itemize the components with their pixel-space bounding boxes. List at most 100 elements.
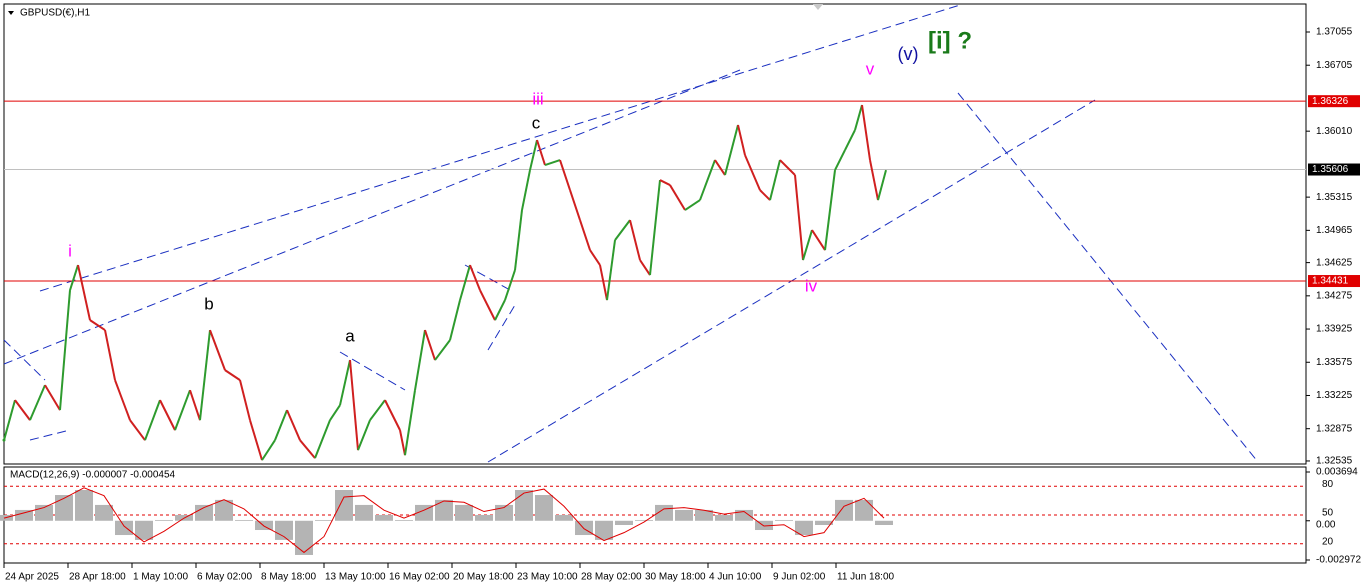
signal-line: [3, 487, 885, 554]
macd-bar: [875, 520, 893, 525]
trend-line: [39, 4, 961, 292]
price-segment: [614, 219, 631, 241]
price-segment: [199, 329, 211, 421]
macd-bar: [815, 520, 833, 525]
x-tick-label: 28 May 02:00: [581, 572, 642, 583]
price-segment: [684, 199, 701, 211]
price-segment: [536, 139, 546, 166]
macd-bar: [835, 499, 853, 521]
wave-label: (v): [898, 44, 919, 64]
price-segment: [529, 139, 538, 171]
price-segment: [174, 389, 191, 431]
price-segment: [854, 104, 863, 131]
price-segment: [129, 419, 146, 441]
x-tick-label: 16 May 02:00: [389, 572, 450, 583]
price-segment: [299, 439, 316, 459]
price-segment: [724, 124, 739, 176]
price-segment: [514, 209, 523, 271]
price-segment: [239, 379, 251, 421]
price-segment: [629, 219, 641, 261]
price-segment: [794, 174, 804, 261]
price-panel: [3, 3, 1307, 465]
price-segment: [639, 259, 651, 276]
price-segment: [521, 169, 531, 211]
y-tick-label: 1.37055: [1316, 27, 1353, 38]
y-tick-label: 1.32875: [1316, 423, 1353, 434]
price-segment: [737, 124, 746, 156]
macd-bar: [235, 519, 253, 521]
x-tick-label: 28 Apr 18:00: [69, 572, 126, 583]
x-tick-label: 4 Jun 10:00: [709, 572, 762, 583]
wave-label: a: [345, 326, 355, 345]
price-level-label: 1.34431: [1312, 276, 1349, 287]
y-tick-label: 0.00: [1316, 519, 1336, 530]
price-segment: [744, 154, 761, 191]
price-segment: [669, 184, 686, 211]
price-segment: [579, 219, 591, 251]
x-tick-label: 11 Jun 18:00: [837, 572, 895, 583]
price-segment: [261, 439, 276, 461]
price-segment: [459, 264, 471, 301]
price-segment: [434, 339, 451, 361]
macd-bar: [315, 519, 333, 521]
price-segment: [824, 169, 836, 251]
price-segment: [861, 104, 871, 161]
y-tick-label: 1.33225: [1316, 390, 1353, 401]
x-tick-label: 8 May 18:00: [261, 572, 316, 583]
macd-bar: [755, 520, 773, 531]
price-segment: [144, 399, 161, 441]
macd-bar: [715, 514, 733, 521]
macd-bar: [375, 514, 393, 521]
wave-label: v: [866, 59, 875, 78]
y-tick-label: 1.35315: [1316, 192, 1353, 203]
macd-bar: [15, 509, 33, 521]
price-segment: [349, 359, 359, 451]
x-tick-label: 1 May 10:00: [133, 572, 188, 583]
trend-line: [339, 351, 406, 391]
macd-bar: [615, 520, 633, 525]
x-tick-label: 9 Jun 02:00: [773, 572, 826, 583]
wave-label: b: [204, 294, 213, 313]
price-segment: [569, 189, 581, 221]
macd-bar: [435, 499, 453, 521]
price-segment: [3, 399, 16, 441]
wave-label: iv: [805, 276, 818, 295]
price-segment: [414, 329, 426, 391]
price-segment: [759, 189, 771, 201]
menu-arrow: [8, 11, 14, 15]
macd-bar: [115, 520, 133, 536]
trend-line: [3, 339, 46, 381]
price-segment: [699, 159, 716, 201]
macd-bar: [855, 499, 873, 521]
macd-bar: [155, 519, 173, 521]
macd-bar: [95, 504, 113, 521]
price-segment: [314, 419, 331, 459]
macd-bar: [595, 520, 613, 540]
y-tick-label: 1.34275: [1316, 290, 1353, 301]
macd-bar: [675, 509, 693, 521]
x-tick-label: 23 May 10:00: [517, 572, 578, 583]
price-segment: [159, 399, 176, 431]
price-segment: [399, 429, 406, 456]
y-tick-label: 1.32535: [1316, 456, 1353, 467]
price-segment: [811, 229, 826, 251]
y-tick-label: -0.002972: [1316, 555, 1361, 566]
price-segment: [714, 159, 726, 176]
price-segment: [357, 419, 371, 451]
price-segment: [869, 159, 879, 201]
x-tick-label: 20 May 18:00: [453, 572, 514, 583]
macd-bar: [635, 519, 653, 521]
price-segment: [469, 264, 481, 291]
price-segment: [274, 409, 288, 441]
price-level-box: [1308, 95, 1360, 108]
price-segment: [14, 399, 31, 421]
price-segment: [114, 379, 131, 421]
macd-bar: [215, 499, 233, 521]
macd-bar: [515, 490, 533, 521]
price-segment: [659, 179, 671, 186]
macd-bar: [395, 519, 413, 521]
chart-title: GBPUSD(€),H1: [20, 8, 90, 19]
price-segment: [449, 299, 461, 341]
